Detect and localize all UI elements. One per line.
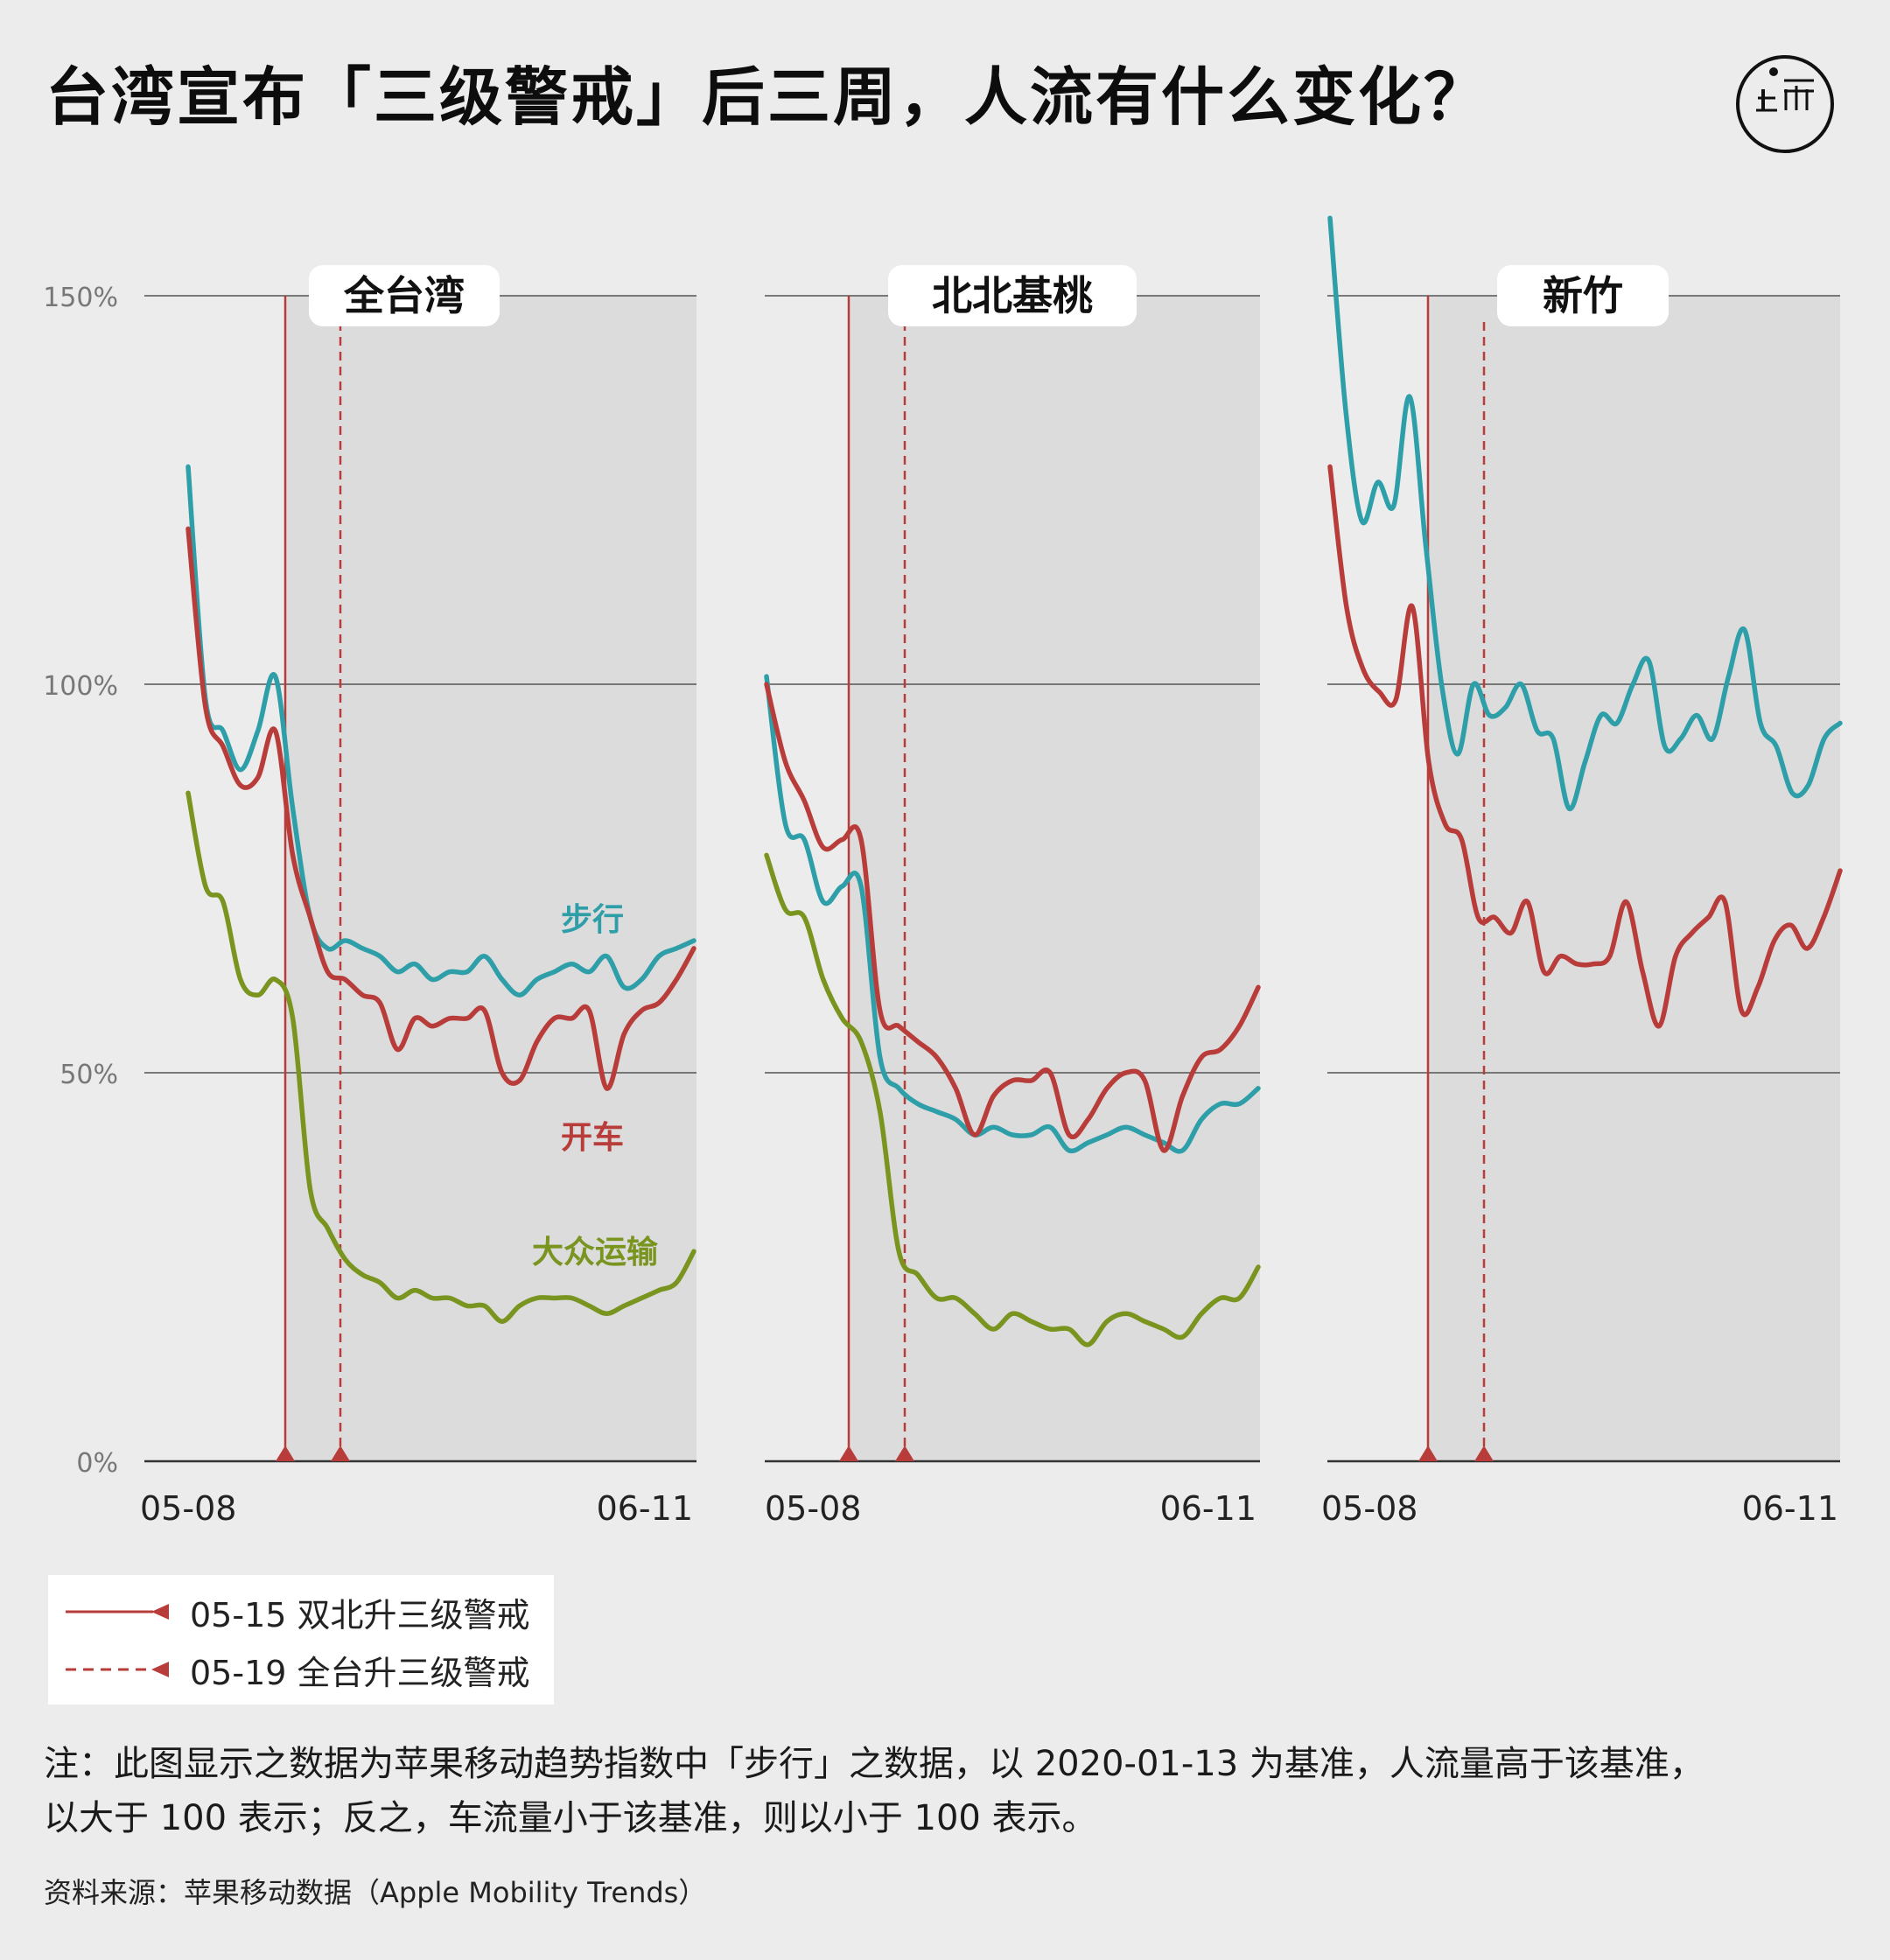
y-tick-label: 0% <box>76 1448 118 1479</box>
chart-panel: 全台湾 05-08 06-11 <box>140 265 696 1528</box>
x-tick-label: 06-11 <box>1160 1489 1256 1528</box>
marker-triangle <box>895 1446 914 1461</box>
series-line-步行 <box>1327 215 1843 811</box>
x-tick-label: 05-08 <box>1321 1489 1418 1528</box>
panel-title: 全台湾 <box>343 272 465 319</box>
x-tick-label: 06-11 <box>1742 1489 1838 1528</box>
chart-note: 注：此图显示之数据为苹果移动趋势指数中「步行」之数据，以 2020-01-13 … <box>44 1737 1855 1845</box>
series-line-开车 <box>186 526 696 1091</box>
shaded-period <box>849 296 1260 1461</box>
legend-label: 05-15 双北升三级警戒 <box>190 1595 530 1634</box>
marker-triangle <box>276 1446 295 1461</box>
data-source: 资料来源：苹果移动数据（Apple Mobility Trends） <box>44 1876 707 1909</box>
x-tick-label: 05-08 <box>140 1489 236 1528</box>
panel-title-box <box>309 265 500 326</box>
line-label: 步行 <box>561 902 624 938</box>
mobility-chart: 0% 50% 100% 150% 全台湾 05-08 06-11 北北基桃 05-08 06-11… <box>43 215 1843 1528</box>
line-label: 大众运输 <box>532 1235 659 1270</box>
legend-label: 05-19 全台升三级警戒 <box>190 1653 530 1692</box>
series-line-大众运输 <box>186 790 696 1324</box>
panel-title: 北北基桃 <box>932 272 1093 319</box>
series-line-大众运输 <box>764 852 1261 1348</box>
y-tick-label: 150% <box>43 283 118 313</box>
marker-triangle <box>1474 1446 1494 1461</box>
marker-triangle <box>839 1446 858 1461</box>
shaded-period <box>285 296 696 1461</box>
chart-legend: 05-15 双北升三级警戒 05-19 全台升三级警戒 <box>48 1575 554 1704</box>
panel-title-box <box>888 265 1137 326</box>
series-line-开车 <box>1327 464 1843 1029</box>
panel-title-box <box>1497 265 1669 326</box>
marker-triangle <box>331 1446 350 1461</box>
legend-item-dashed: 05-19 全台升三级警戒 <box>66 1643 530 1696</box>
chart-panel: 北北基桃 05-08 06-11 <box>764 265 1261 1528</box>
y-tick-label: 50% <box>60 1060 118 1090</box>
series-line-步行 <box>186 464 696 998</box>
line-label: 开车 <box>561 1120 624 1156</box>
shaded-period <box>1428 296 1840 1461</box>
legend-item-solid: 05-15 双北升三级警戒 <box>66 1586 530 1638</box>
y-tick-label: 100% <box>43 671 118 702</box>
x-tick-label: 06-11 <box>597 1489 693 1528</box>
page-title: 台湾宣布「三级警戒」后三周，人流有什么变化？ <box>46 60 1490 134</box>
series-line-步行 <box>764 674 1261 1154</box>
marker-triangle <box>1418 1446 1438 1461</box>
initium-logo-icon <box>1736 55 1834 153</box>
dashed-marker-icon <box>66 1662 169 1677</box>
panel-title: 新竹 <box>1543 272 1623 319</box>
solid-marker-icon <box>66 1604 169 1620</box>
note-line: 注：此图显示之数据为苹果移动趋势指数中「步行」之数据，以 2020-01-13 … <box>44 1744 1704 1784</box>
note-line: 以大于 100 表示；反之，车流量小于该基准，则以小于 100 表示。 <box>44 1798 1097 1838</box>
chart-panel: 新竹 05-08 06-11 <box>1321 215 1843 1528</box>
series-line-开车 <box>764 682 1261 1153</box>
x-tick-label: 05-08 <box>765 1489 861 1528</box>
